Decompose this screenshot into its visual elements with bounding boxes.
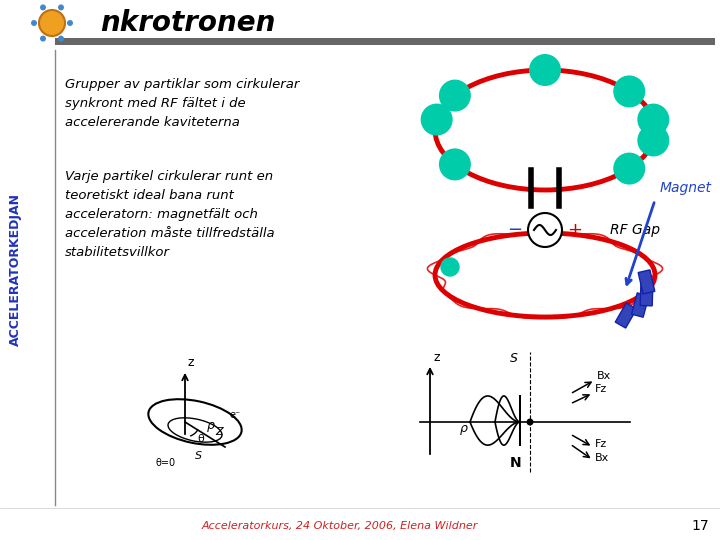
Bar xyxy=(638,270,654,294)
Text: θ=0: θ=0 xyxy=(155,458,175,468)
Text: Acceleratorkurs, 24 Oktober, 2006, Elena Wildner: Acceleratorkurs, 24 Oktober, 2006, Elena… xyxy=(202,521,478,531)
Text: ρ: ρ xyxy=(460,422,468,435)
Text: Varje partikel cirkulerar runt en
teoretiskt ideal bana runt
acceleratorn: magne: Varje partikel cirkulerar runt en teoret… xyxy=(65,170,274,259)
Text: Bx: Bx xyxy=(597,371,611,381)
Text: 17: 17 xyxy=(691,519,708,533)
Text: Grupper av partiklar som cirkulerar
synkront med RF fältet i de
accelererande ka: Grupper av partiklar som cirkulerar synk… xyxy=(65,78,300,129)
Text: z: z xyxy=(188,356,194,369)
Text: e⁻: e⁻ xyxy=(229,410,240,420)
Text: N: N xyxy=(510,456,521,470)
Circle shape xyxy=(58,36,64,42)
Circle shape xyxy=(39,10,65,36)
Circle shape xyxy=(613,76,645,107)
Circle shape xyxy=(58,4,64,10)
Circle shape xyxy=(526,418,534,426)
Circle shape xyxy=(528,213,562,247)
Text: S: S xyxy=(510,352,518,365)
Bar xyxy=(616,303,636,328)
Circle shape xyxy=(420,104,453,136)
Circle shape xyxy=(31,20,37,26)
Circle shape xyxy=(439,79,471,112)
Text: z: z xyxy=(434,351,441,364)
Circle shape xyxy=(40,4,46,10)
Circle shape xyxy=(529,54,561,86)
Circle shape xyxy=(613,153,645,185)
Bar xyxy=(631,293,649,317)
Text: RF Gap: RF Gap xyxy=(610,223,660,237)
Bar xyxy=(55,38,715,45)
Text: Z: Z xyxy=(215,427,222,437)
Text: +: + xyxy=(567,221,582,239)
Text: Fz: Fz xyxy=(595,439,607,449)
Circle shape xyxy=(441,258,459,276)
Text: θ: θ xyxy=(197,434,204,444)
Circle shape xyxy=(40,36,46,42)
Text: Magnet: Magnet xyxy=(660,181,712,195)
Bar xyxy=(640,284,653,306)
Text: Bx: Bx xyxy=(595,453,609,463)
Text: ρ: ρ xyxy=(207,419,215,432)
Text: ACCELERATORKEDJAN: ACCELERATORKEDJAN xyxy=(9,193,22,347)
Text: Fz: Fz xyxy=(595,384,607,394)
Circle shape xyxy=(637,104,670,136)
Circle shape xyxy=(439,148,471,180)
Circle shape xyxy=(67,20,73,26)
Circle shape xyxy=(637,124,670,157)
Text: −: − xyxy=(508,221,523,239)
Text: nkrotronen: nkrotronen xyxy=(100,9,275,37)
Text: S: S xyxy=(195,451,202,461)
